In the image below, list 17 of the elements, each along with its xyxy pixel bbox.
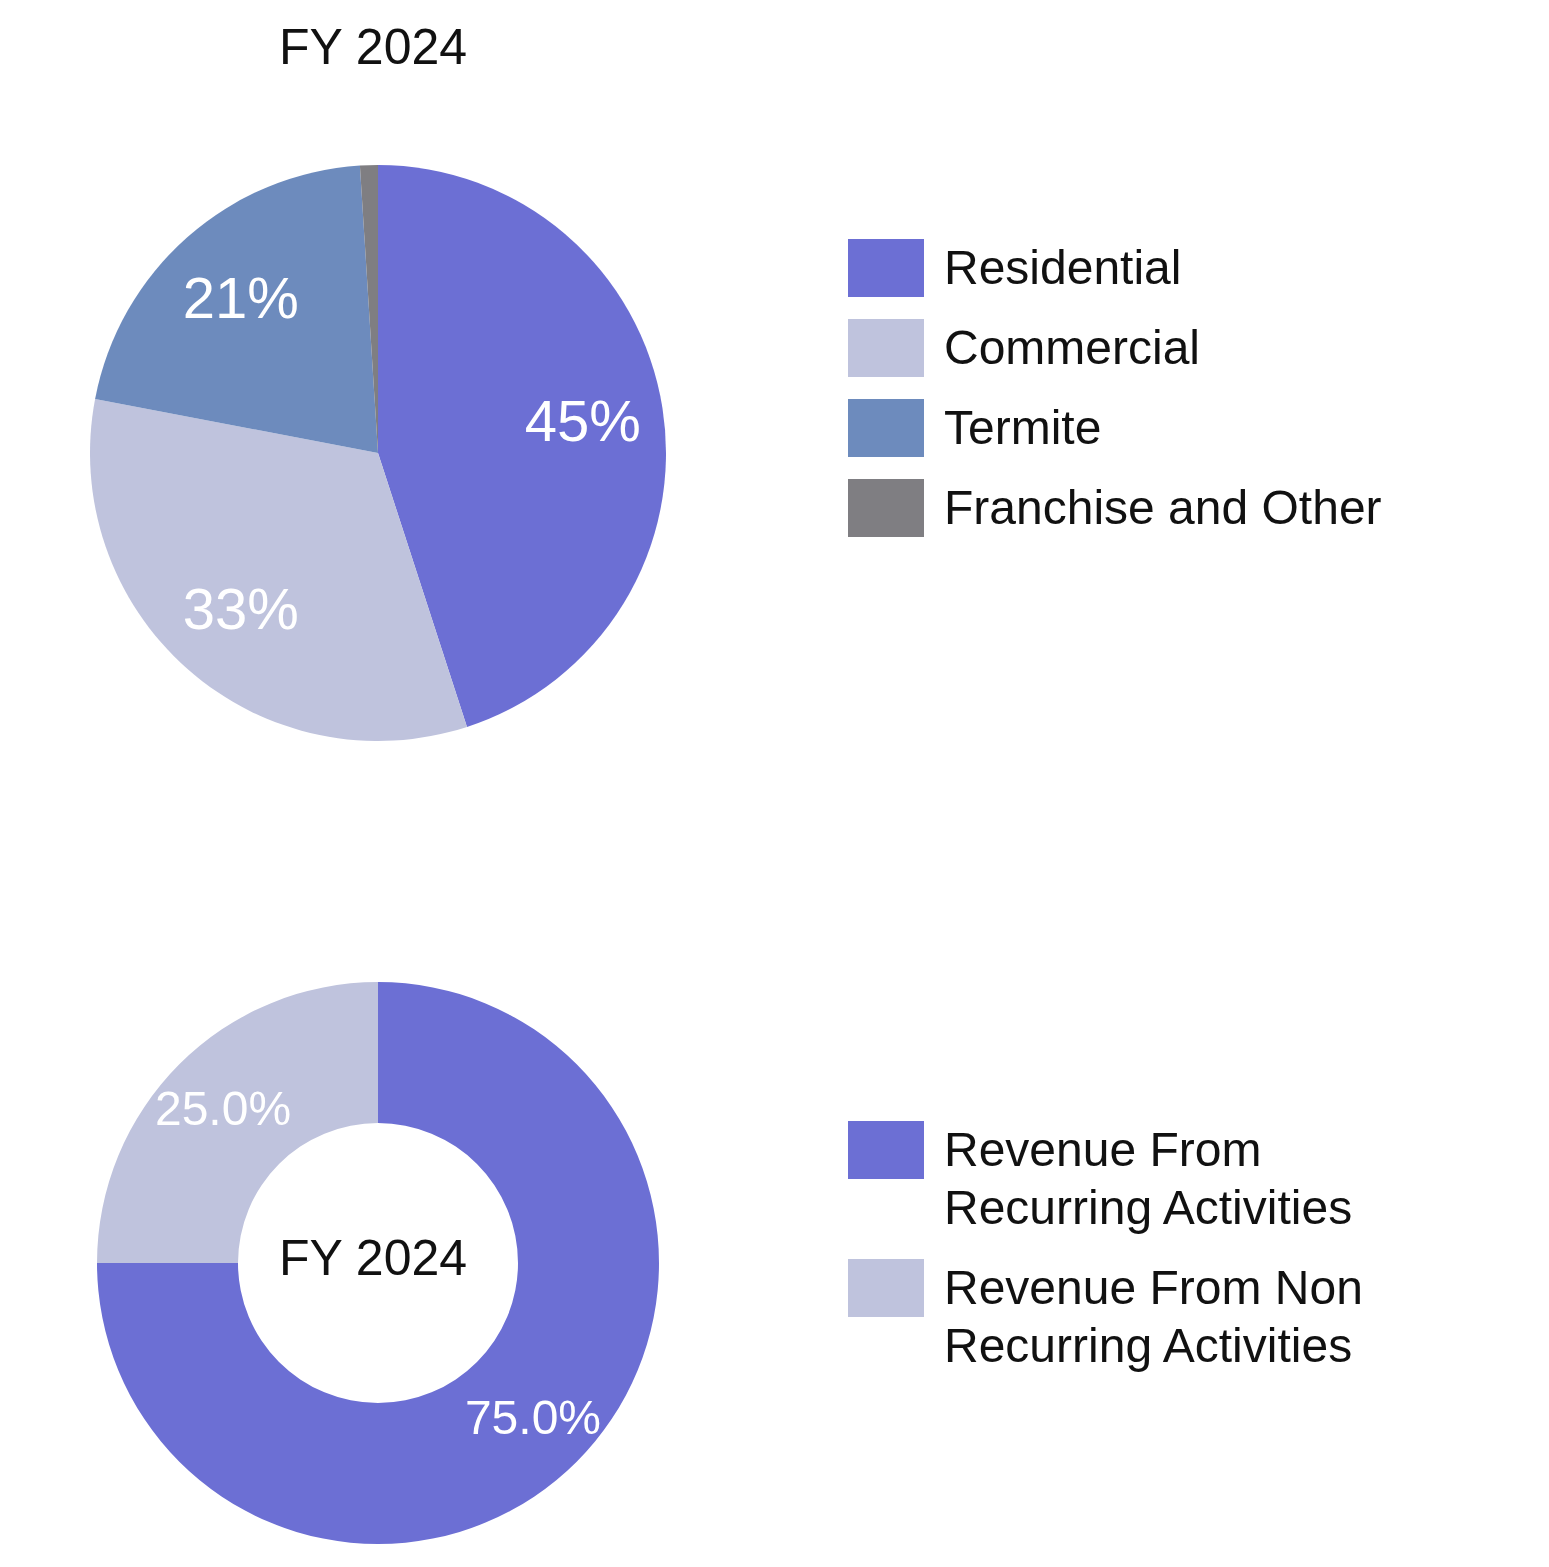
legend-label: Franchise and Other	[944, 480, 1382, 536]
pie-slice	[378, 165, 666, 727]
text: FY 2024	[278, 1229, 468, 1287]
data-label: 45%	[524, 388, 641, 454]
data-label: 25.0%	[154, 1081, 292, 1135]
donut-slice	[97, 982, 659, 1544]
data-label: 75.0%	[464, 1391, 602, 1445]
pie-slice	[90, 399, 467, 741]
legend-label: Termite	[944, 400, 1102, 456]
legend-label: Revenue From Non Recurring Activities	[944, 1260, 1364, 1374]
legend-label: Revenue From Recurring Activities	[944, 1122, 1354, 1236]
legend-label: Commercial	[944, 320, 1201, 376]
chart-title: FY 2024	[278, 18, 468, 76]
data-label: 21%	[182, 264, 299, 330]
pie-slice	[95, 165, 378, 453]
legend-label: Residential	[944, 240, 1182, 296]
data-label: 33%	[182, 576, 299, 642]
